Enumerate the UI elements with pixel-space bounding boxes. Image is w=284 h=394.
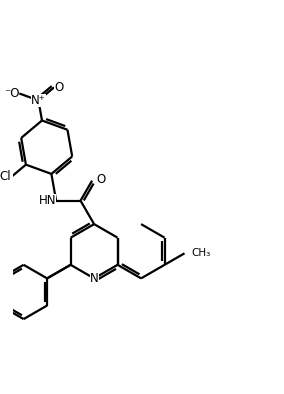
Text: O: O (96, 173, 105, 186)
Text: N⁺: N⁺ (31, 94, 46, 107)
Text: Cl: Cl (0, 170, 11, 183)
Text: CH₃: CH₃ (191, 248, 210, 258)
Text: O: O (54, 81, 63, 94)
Text: N: N (90, 272, 99, 285)
Text: HN: HN (39, 194, 56, 207)
Text: ⁻O: ⁻O (4, 87, 19, 100)
